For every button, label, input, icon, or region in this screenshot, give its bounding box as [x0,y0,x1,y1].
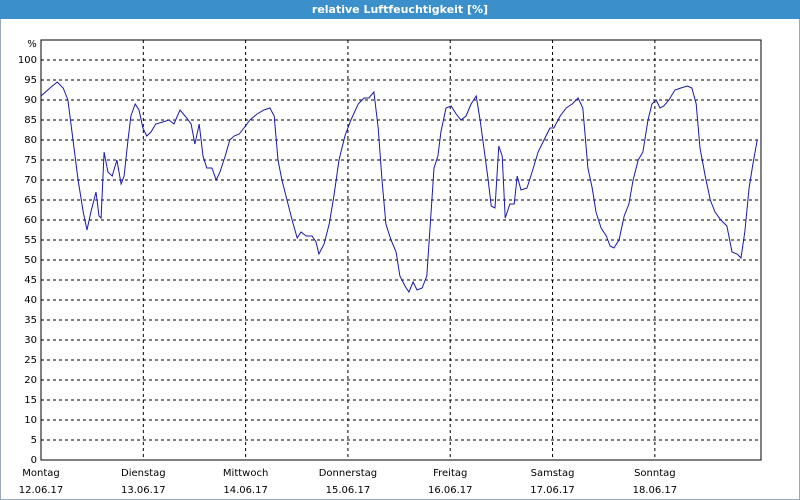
y-tick-label: 15 [24,395,37,406]
chart-title: relative Luftfeuchtigkeit [%] [312,3,488,16]
x-tick-label: Samstag [531,468,575,479]
x-tick-date: 16.06.17 [428,485,473,496]
y-tick-label: 5 [31,435,37,446]
title-bar [0,0,800,19]
y-tick-label: 70 [24,175,37,186]
y-tick-label: 65 [24,195,37,206]
y-axis-label: % [27,39,37,50]
x-tick-label: Sonntag [634,468,676,479]
y-tick-label: 30 [24,335,37,346]
y-tick-label: 45 [24,275,37,286]
x-tick-date: 17.06.17 [530,485,575,496]
x-tick-label: Dienstag [121,468,166,479]
y-tick-label: 95 [24,75,37,86]
x-tick-date: 14.06.17 [223,485,268,496]
x-tick-date: 18.06.17 [633,485,678,496]
x-tick-date: 13.06.17 [121,485,166,496]
y-tick-label: 35 [24,315,37,326]
y-tick-label: 55 [24,235,37,246]
x-tick-label: Donnerstag [319,468,377,479]
y-tick-label: 85 [24,115,37,126]
y-tick-label: 20 [24,375,37,386]
x-tick-label: Mittwoch [223,468,268,479]
x-tick-label: Freitag [433,468,467,479]
y-tick-label: 10 [24,415,37,426]
y-tick-label: 0 [31,455,37,466]
x-tick-date: 15.06.17 [326,485,371,496]
x-tick-label: Montag [22,468,59,479]
plot-border [40,39,762,461]
y-tick-label: 80 [24,135,37,146]
y-tick-label: 60 [24,215,37,226]
y-tick-label: 100 [18,55,37,66]
x-tick-date: 12.06.17 [19,485,64,496]
y-tick-label: 40 [24,295,37,306]
data-line [40,81,758,294]
y-tick-label: 75 [24,155,37,166]
y-tick-label: 90 [24,95,37,106]
y-tick-label: 50 [24,255,37,266]
y-tick-label: 25 [24,355,37,366]
